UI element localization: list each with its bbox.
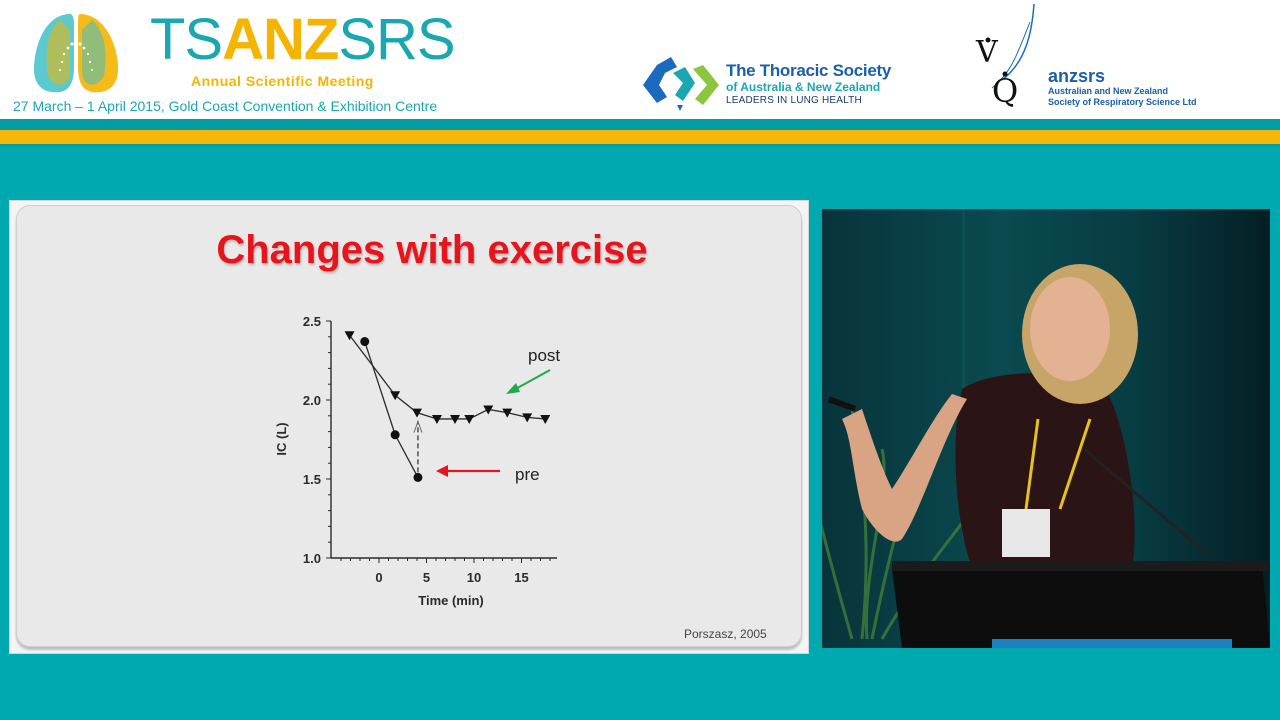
thoracic-society-logo-icon xyxy=(643,57,719,111)
presenter-video xyxy=(822,209,1270,648)
tsanzsrs-wordmark: TSANZSRS xyxy=(150,7,456,72)
presenter-video-frame xyxy=(822,209,1270,648)
header-stripe-gold xyxy=(0,130,1280,146)
conference-header: TSANZSRS Annual Scientific Meeting 27 Ma… xyxy=(0,0,1280,119)
anzsrs-text: anzsrs Australian and New Zealand Societ… xyxy=(1048,66,1197,107)
vq-logo-icon: V Q xyxy=(975,3,1035,110)
meeting-subtitle: Annual Scientific Meeting xyxy=(191,73,374,89)
slide-citation: Porszasz, 2005 xyxy=(684,627,767,641)
lungs-logo-icon xyxy=(33,14,119,93)
dates-venue: 27 March – 1 April 2015, Gold Coast Conv… xyxy=(13,98,438,114)
svg-text:Q: Q xyxy=(992,72,1018,110)
thoracic-society-text: The Thoracic Society of Australia & New … xyxy=(726,61,891,107)
header-stripe-teal xyxy=(0,119,1280,130)
slide-title: Changes with exercise xyxy=(216,228,648,272)
